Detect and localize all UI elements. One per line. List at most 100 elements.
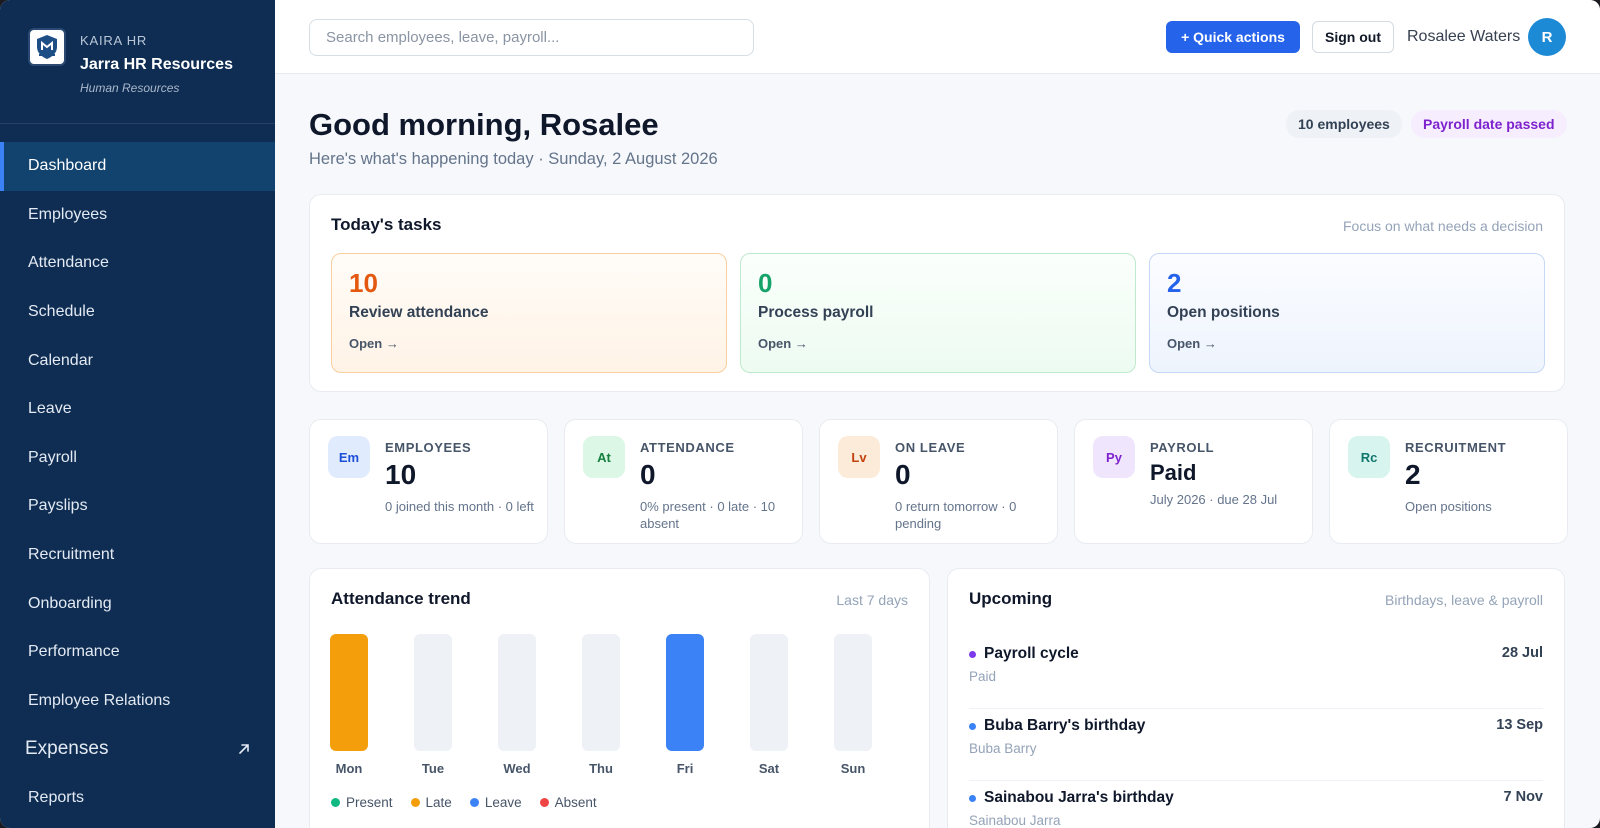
task-open-link[interactable]: Open → <box>349 336 399 351</box>
stat-label: RECRUITMENT <box>1405 440 1507 455</box>
sidebar-item-expenses[interactable]: Expenses <box>0 725 275 774</box>
sidebar-item-performance[interactable]: Performance <box>28 643 120 661</box>
task-label: Review attendance <box>349 304 489 321</box>
page-subtitle: Here's what's happening today · Sunday, … <box>309 150 718 168</box>
card-hint: Focus on what needs a decision <box>1342 218 1543 234</box>
stat-meta: 0 return tomorrow · 0 pending <box>895 499 1017 531</box>
sidebar-item-attendance[interactable]: Attendance <box>28 254 109 272</box>
company-subtitle: Human Resources <box>80 81 180 95</box>
stat-label: EMPLOYEES <box>385 440 472 455</box>
bar-fri <box>666 634 704 751</box>
upcoming-card: Upcoming Birthdays, leave & payroll Payr… <box>947 568 1565 828</box>
legend-item-leave: Leave <box>469 795 522 810</box>
legend-label: Leave <box>484 795 522 810</box>
event-dot <box>969 651 976 658</box>
avatar[interactable]: R <box>1528 18 1566 56</box>
task-process-payroll[interactable]: 0 Process payroll Open → <box>740 253 1136 373</box>
x-tick-label: Thu <box>589 761 613 776</box>
sidebar: KAIRA HR Jarra HR Resources Human Resour… <box>0 0 275 828</box>
bar-mon <box>330 634 368 751</box>
chart-legend: Present Late Leave Absent <box>331 795 597 810</box>
page-title: Good morning, Rosalee <box>309 107 659 142</box>
upcoming-item-payroll[interactable]: Payroll cycle Paid 28 Jul <box>969 637 1543 709</box>
stat-value: 0 <box>640 459 656 490</box>
event-dot <box>969 795 976 802</box>
x-tick-label: Fri <box>677 761 694 776</box>
legend-dot <box>410 798 420 807</box>
stat-card-attendance[interactable]: At ATTENDANCE 0 0% present · 0 late · 10… <box>564 419 803 544</box>
event-title: Payroll cycle <box>984 645 1079 662</box>
recruitment-badge-icon: Rc <box>1348 436 1390 478</box>
stat-meta: Open positions <box>1405 499 1492 514</box>
sidebar-item-calendar[interactable]: Calendar <box>28 351 93 369</box>
sidebar-item-employees[interactable]: Employees <box>28 205 108 223</box>
bar-sun <box>834 634 872 751</box>
task-open-positions[interactable]: 2 Open positions Open → <box>1149 253 1545 373</box>
legend-label: Late <box>425 795 452 810</box>
task-review-attendance[interactable]: 10 Review attendance Open → <box>331 253 727 373</box>
event-subtitle: Paid <box>969 669 997 684</box>
sidebar-item-schedule[interactable]: Schedule <box>28 303 95 321</box>
stat-value: Paid <box>1150 460 1197 485</box>
sign-out-button[interactable]: Sign out <box>1312 21 1394 53</box>
legend-dot <box>539 798 549 807</box>
todays-tasks-card: Today's tasks Focus on what needs a deci… <box>309 194 1565 392</box>
bar-thu <box>582 634 620 751</box>
card-title: Upcoming <box>969 589 1053 608</box>
sidebar-item-dashboard[interactable]: Dashboard <box>0 142 275 191</box>
task-open-link[interactable]: Open → <box>1167 336 1217 351</box>
user-name: Rosalee Waters <box>1407 28 1521 45</box>
legend-dot <box>331 798 340 807</box>
payroll-status-badge: Payroll date passed <box>1411 110 1567 138</box>
brand-kicker: KAIRA HR <box>80 33 148 48</box>
event-title: Buba Barry's birthday <box>984 717 1146 734</box>
stat-card-recruitment[interactable]: Rc RECRUITMENT 2 Open positions <box>1329 419 1568 544</box>
stat-card-employees[interactable]: Em EMPLOYEES 10 0 joined this month · 0 … <box>309 419 548 544</box>
x-tick-label: Wed <box>503 761 530 776</box>
sidebar-item-reports[interactable]: Reports <box>28 789 85 807</box>
stat-card-on-leave[interactable]: Lv ON LEAVE 0 0 return tomorrow · 0 pend… <box>819 419 1058 544</box>
event-date: 28 Jul <box>1501 645 1543 661</box>
stat-value: 0 <box>895 459 911 490</box>
sidebar-item-payroll[interactable]: Payroll <box>28 448 77 466</box>
brand-header: KAIRA HR Jarra HR Resources Human Resour… <box>0 0 275 124</box>
upcoming-item-birthday[interactable]: Sainabou Jarra's birthday Sainabou Jarra… <box>969 781 1543 828</box>
legend-label: Absent <box>554 795 597 810</box>
x-tick-label: Tue <box>422 761 444 776</box>
sidebar-item-employee-relations[interactable]: Employee Relations <box>28 691 171 709</box>
search-input[interactable] <box>309 19 754 56</box>
stat-meta: 0 joined this month · 0 left <box>385 499 534 514</box>
sidebar-nav: Dashboard Employees Attendance Schedule … <box>0 124 275 822</box>
payroll-badge-icon: Py <box>1093 436 1135 478</box>
bar-wed <box>498 634 536 751</box>
shield-logo-icon <box>37 35 57 59</box>
top-bar: + Quick actions Sign out Rosalee Waters … <box>275 0 1600 74</box>
card-hint: Birthdays, leave & payroll <box>1385 592 1543 608</box>
legend-item-late: Late <box>410 795 452 810</box>
sidebar-item-payslips[interactable]: Payslips <box>28 497 88 515</box>
card-title: Attendance trend <box>331 589 471 608</box>
company-logo[interactable] <box>28 28 66 66</box>
stat-card-payroll[interactable]: Py PAYROLL Paid July 2026 · due 28 Jul <box>1074 419 1313 544</box>
x-tick-label: Sun <box>841 761 866 776</box>
legend-label: Present <box>346 795 393 810</box>
stat-meta: 0% present · 0 late · 10 absent <box>640 499 776 531</box>
task-open-link[interactable]: Open → <box>758 336 808 351</box>
sidebar-item-onboarding[interactable]: Onboarding <box>28 594 112 612</box>
stat-meta: July 2026 · due 28 Jul <box>1150 492 1278 507</box>
main-content: Good morning, Rosalee Here's what's happ… <box>275 74 1600 828</box>
legend-item-present: Present <box>331 795 393 810</box>
stat-label: ATTENDANCE <box>640 440 735 455</box>
task-label: Open positions <box>1167 304 1280 321</box>
sidebar-item-leave[interactable]: Leave <box>28 400 72 418</box>
bar-tue <box>414 634 452 751</box>
quick-actions-button[interactable]: + Quick actions <box>1166 21 1300 53</box>
task-count: 10 <box>349 268 378 298</box>
event-subtitle: Sainabou Jarra <box>969 813 1061 828</box>
task-count: 0 <box>758 268 773 298</box>
employees-badge-icon: Em <box>328 436 370 478</box>
company-name: Jarra HR Resources <box>80 56 233 73</box>
upcoming-item-birthday[interactable]: Buba Barry's birthday Buba Barry 13 Sep <box>969 709 1543 781</box>
sidebar-item-recruitment[interactable]: Recruitment <box>28 546 115 564</box>
